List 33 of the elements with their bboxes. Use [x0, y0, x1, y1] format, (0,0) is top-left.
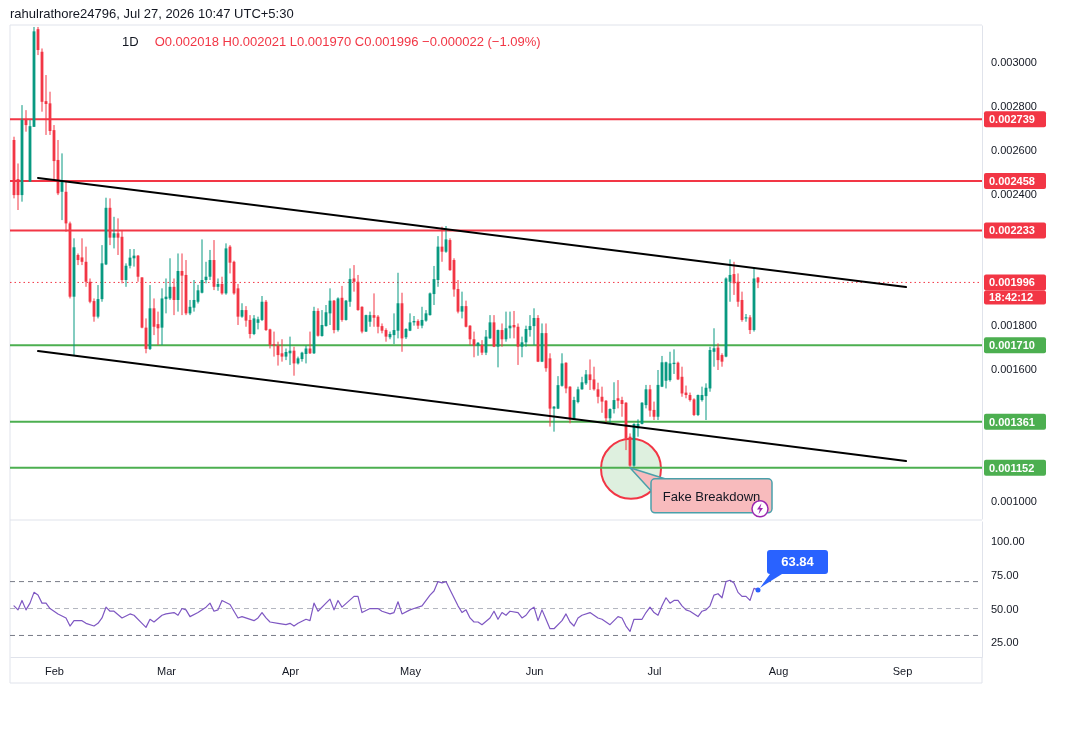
annotation: Fake Breakdown — [662, 488, 761, 504]
ref-line-label: 0.002739 — [989, 113, 1035, 126]
x-tick-label: Sep — [892, 664, 913, 677]
y-tick-label: 0.001000 — [991, 495, 1037, 508]
ref-line-label: 0.001152 — [989, 461, 1035, 474]
x-tick-label: Apr — [281, 664, 300, 677]
x-tick-label: Aug — [768, 664, 789, 677]
text: 18:42:12 — [989, 291, 1034, 304]
y-tick-label: 0.001600 — [991, 363, 1037, 376]
y-tick-label: 100.00 — [991, 535, 1025, 548]
x-tick-label: Mar — [157, 664, 177, 677]
y-tick-label: 50.00 — [991, 602, 1019, 615]
x-tick-label: Jul — [647, 664, 662, 677]
y-tick-label: 0.003000 — [991, 56, 1037, 69]
y-tick-label: 0.002600 — [991, 143, 1037, 156]
ref-line-label: 0.001710 — [989, 339, 1035, 352]
ref-line-label: 0.002233 — [989, 224, 1035, 237]
x-tick-label: Feb — [45, 664, 64, 677]
candlestick — [272, 331, 276, 358]
text: O0.002018 H0.002021 L0.001970 C0.001996 −0.000022 (−1.09%) — [154, 34, 541, 49]
x-tick-label: Jun — [525, 664, 544, 677]
ref-line-label: 0.001996 — [989, 276, 1035, 289]
x-tick-label: May — [400, 664, 422, 677]
y-tick-label: 0.002400 — [991, 187, 1037, 200]
annotation: 63.84 — [781, 554, 815, 570]
y-tick-label: 75.00 — [991, 568, 1019, 581]
ref-line-label: 0.002458 — [989, 175, 1035, 188]
y-tick-label: 25.00 — [991, 636, 1019, 649]
text: rahulrathore24796, Jul 27, 2026 10:47 UTC+5:30 — [10, 6, 294, 21]
ref-line-label: 0.001361 — [989, 415, 1035, 428]
y-tick-label: 0.001800 — [991, 319, 1037, 332]
text: 1D — [122, 34, 139, 49]
y-tick-label: 0.002800 — [991, 100, 1037, 112]
